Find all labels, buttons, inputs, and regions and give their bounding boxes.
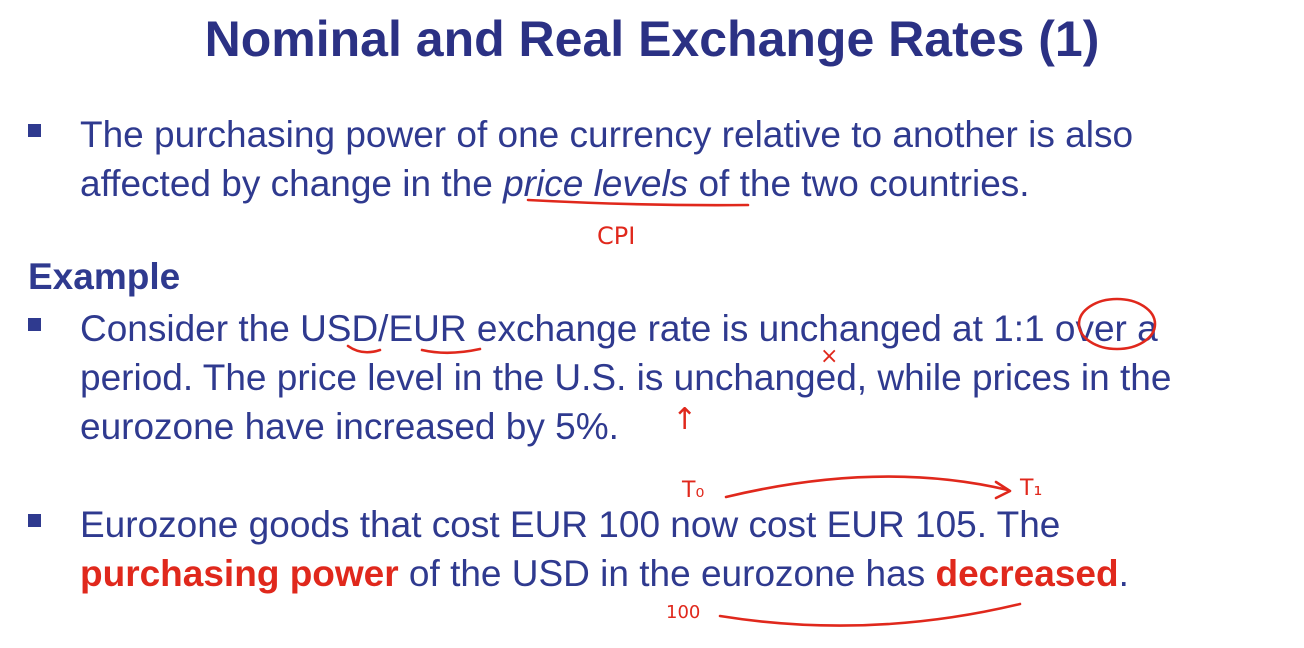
bullet-marker-icon — [28, 514, 41, 527]
bullet-3-line-2-mid: of the USD in the eurozone has — [398, 553, 936, 594]
section-heading-example: Example — [28, 256, 181, 297]
bullet-3-line-1: Eurozone goods that cost EUR 100 now cos… — [80, 504, 1061, 545]
bullet-3-text: Eurozone goods that cost EUR 100 now cos… — [80, 500, 1304, 598]
bullet-2-line-1: Consider the USD/EUR exchange rate is un… — [80, 308, 1158, 349]
slide-title: Nominal and Real Exchange Rates (1) — [204, 11, 1100, 67]
t0-annotation: T₀ — [682, 478, 705, 503]
bullet-1-line-2: affected by change in the price levels o… — [80, 159, 1304, 208]
price-levels-emphasis: price levels — [503, 163, 689, 204]
bullet-1-line-1: The purchasing power of one currency rel… — [80, 114, 1134, 155]
up-arrow-annotation: ↑ — [672, 402, 698, 437]
hundred-annotation: 100 — [666, 602, 701, 623]
bullet-2-line-3: eurozone have increased by 5%. — [80, 406, 619, 447]
arrow-t0-t1-head — [994, 480, 1012, 500]
arrow-t0-t1 — [724, 475, 1010, 499]
bullet-3-line-2-end: . — [1118, 553, 1129, 594]
cpi-annotation: CPI — [597, 222, 636, 250]
bullet-marker-icon — [28, 124, 41, 137]
underline-bracket-100 — [718, 602, 1022, 627]
bullet-3-line-2: purchasing power of the USD in the euroz… — [80, 549, 1304, 598]
purchasing-power-emphasis: purchasing power — [80, 553, 399, 594]
bullet-marker-icon — [28, 318, 41, 331]
bullet-1-line-2-post: of the two countries. — [688, 163, 1030, 204]
x-mark-annotation: × — [820, 344, 839, 369]
bullet-1-line-2-pre: affected by change in the — [80, 163, 504, 204]
bullet-2-text: Consider the USD/EUR exchange rate is un… — [80, 304, 1304, 451]
t1-annotation: T₁ — [1020, 476, 1043, 501]
decreased-emphasis: decreased — [935, 553, 1119, 594]
bullet-2-line-2: period. The price level in the U.S. is u… — [80, 357, 1172, 398]
bullet-1-text: The purchasing power of one currency rel… — [80, 110, 1304, 208]
